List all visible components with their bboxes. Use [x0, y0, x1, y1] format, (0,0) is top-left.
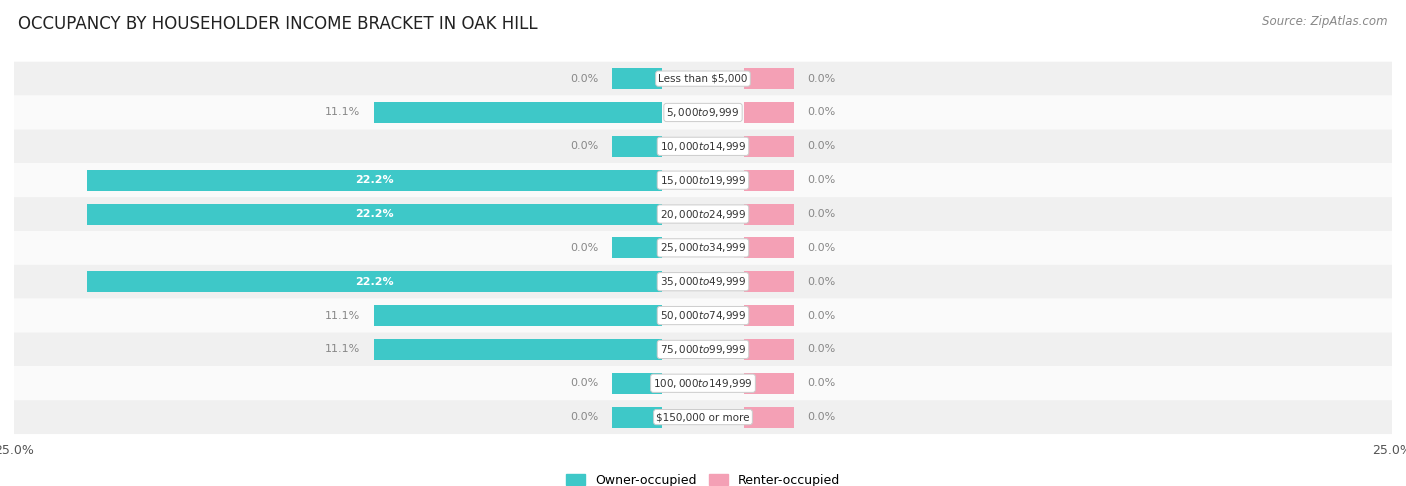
- Text: 11.1%: 11.1%: [325, 345, 360, 354]
- Bar: [612, 407, 662, 428]
- Text: 0.0%: 0.0%: [807, 311, 837, 321]
- Bar: [744, 305, 794, 326]
- Bar: [744, 136, 794, 157]
- Text: 11.1%: 11.1%: [325, 311, 360, 321]
- Text: 22.2%: 22.2%: [354, 175, 394, 185]
- Bar: [744, 68, 794, 89]
- Text: 0.0%: 0.0%: [569, 378, 599, 388]
- FancyBboxPatch shape: [14, 400, 1392, 434]
- Text: 22.2%: 22.2%: [354, 209, 394, 219]
- Text: 0.0%: 0.0%: [569, 412, 599, 422]
- Text: 0.0%: 0.0%: [807, 243, 837, 253]
- Text: 0.0%: 0.0%: [807, 412, 837, 422]
- Text: $10,000 to $14,999: $10,000 to $14,999: [659, 140, 747, 153]
- Text: 0.0%: 0.0%: [569, 73, 599, 84]
- Text: Source: ZipAtlas.com: Source: ZipAtlas.com: [1263, 15, 1388, 28]
- Text: 0.0%: 0.0%: [569, 141, 599, 151]
- Bar: [744, 170, 794, 191]
- Text: 0.0%: 0.0%: [807, 378, 837, 388]
- Text: 22.2%: 22.2%: [354, 277, 394, 287]
- Text: $25,000 to $34,999: $25,000 to $34,999: [659, 242, 747, 254]
- Text: 0.0%: 0.0%: [807, 175, 837, 185]
- FancyBboxPatch shape: [14, 231, 1392, 265]
- FancyBboxPatch shape: [14, 62, 1392, 96]
- Text: 0.0%: 0.0%: [807, 73, 837, 84]
- Bar: [744, 271, 794, 292]
- Text: $150,000 or more: $150,000 or more: [657, 412, 749, 422]
- FancyBboxPatch shape: [14, 265, 1392, 298]
- FancyBboxPatch shape: [14, 298, 1392, 332]
- Text: OCCUPANCY BY HOUSEHOLDER INCOME BRACKET IN OAK HILL: OCCUPANCY BY HOUSEHOLDER INCOME BRACKET …: [18, 15, 538, 33]
- Bar: [744, 237, 794, 259]
- Bar: [744, 339, 794, 360]
- FancyBboxPatch shape: [14, 129, 1392, 163]
- Bar: [612, 68, 662, 89]
- Text: 0.0%: 0.0%: [807, 345, 837, 354]
- Bar: [87, 271, 662, 292]
- Bar: [612, 136, 662, 157]
- Text: 0.0%: 0.0%: [807, 209, 837, 219]
- Text: $15,000 to $19,999: $15,000 to $19,999: [659, 174, 747, 187]
- Bar: [744, 204, 794, 225]
- Bar: [374, 305, 662, 326]
- FancyBboxPatch shape: [14, 366, 1392, 400]
- Text: 11.1%: 11.1%: [325, 107, 360, 118]
- FancyBboxPatch shape: [14, 197, 1392, 231]
- Bar: [87, 204, 662, 225]
- Text: 0.0%: 0.0%: [807, 277, 837, 287]
- Bar: [612, 373, 662, 394]
- Text: 0.0%: 0.0%: [569, 243, 599, 253]
- Text: $75,000 to $99,999: $75,000 to $99,999: [659, 343, 747, 356]
- FancyBboxPatch shape: [14, 163, 1392, 197]
- Bar: [374, 102, 662, 123]
- Bar: [374, 339, 662, 360]
- Text: $20,000 to $24,999: $20,000 to $24,999: [659, 208, 747, 221]
- Text: $5,000 to $9,999: $5,000 to $9,999: [666, 106, 740, 119]
- Text: 0.0%: 0.0%: [807, 141, 837, 151]
- Text: $100,000 to $149,999: $100,000 to $149,999: [654, 377, 752, 390]
- Bar: [87, 170, 662, 191]
- Text: Less than $5,000: Less than $5,000: [658, 73, 748, 84]
- Bar: [612, 237, 662, 259]
- Bar: [744, 407, 794, 428]
- Text: $50,000 to $74,999: $50,000 to $74,999: [659, 309, 747, 322]
- Legend: Owner-occupied, Renter-occupied: Owner-occupied, Renter-occupied: [561, 469, 845, 486]
- Text: $35,000 to $49,999: $35,000 to $49,999: [659, 275, 747, 288]
- FancyBboxPatch shape: [14, 96, 1392, 129]
- Text: 0.0%: 0.0%: [807, 107, 837, 118]
- FancyBboxPatch shape: [14, 332, 1392, 366]
- Bar: [744, 102, 794, 123]
- Bar: [744, 373, 794, 394]
